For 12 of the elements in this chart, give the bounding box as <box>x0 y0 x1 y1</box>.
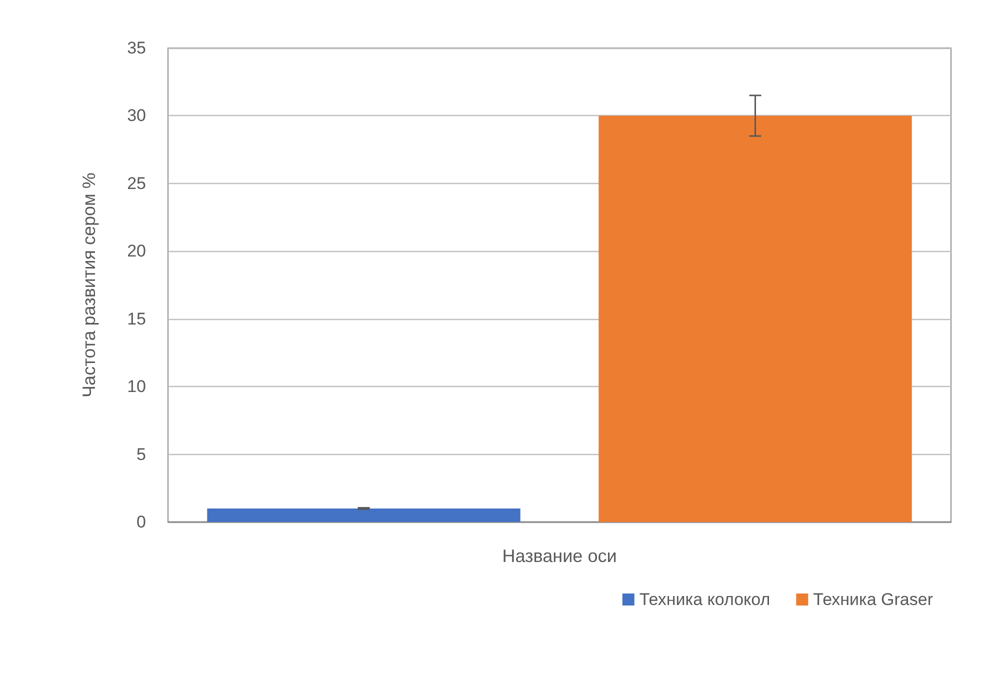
y-tick-label: 0 <box>136 512 146 532</box>
y-tick-label: 10 <box>127 377 146 396</box>
y-tick-label: 15 <box>127 309 146 328</box>
y-axis-title: Частота развития сером % <box>79 172 99 398</box>
legend-label: Техника Graser <box>813 590 934 609</box>
y-tick-label: 20 <box>127 242 146 261</box>
y-tick-label: 35 <box>127 38 146 58</box>
x-axis-title: Название оси <box>502 546 617 566</box>
y-tick-label: 25 <box>127 174 146 193</box>
y-tick-label: 5 <box>136 444 146 464</box>
y-tick-label: 30 <box>127 106 146 126</box>
legend-label: Техника колокол <box>639 590 770 609</box>
